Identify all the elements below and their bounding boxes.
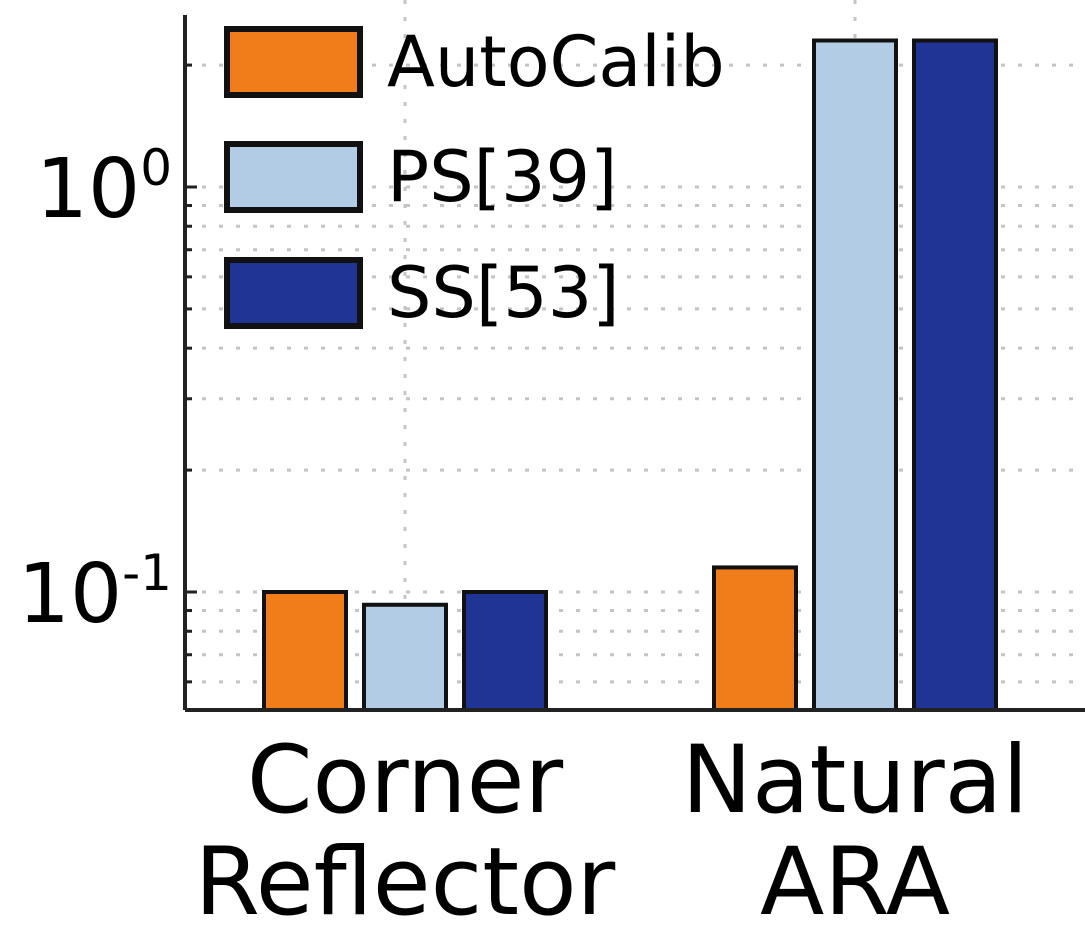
bar-ps-39--1 (362, 602, 448, 712)
category-label: ARA (760, 828, 950, 931)
axes (183, 15, 1085, 712)
category-label: Natural (682, 726, 1029, 835)
legend-swatch (224, 141, 363, 213)
bar-ss-53--1 (462, 590, 548, 712)
legend-swatch (224, 257, 363, 329)
y-tick-labels: 10-1 100 (18, 139, 172, 642)
legend-label: SS[53] (387, 252, 620, 334)
bars (262, 38, 998, 712)
bar-ps-39--2 (812, 38, 898, 712)
category-label: Corner (247, 726, 564, 835)
bar-autocalib-2 (712, 565, 798, 712)
bar-ss-53--2 (912, 38, 998, 712)
y-tick-label: 10-1 (18, 544, 172, 642)
legend-label: AutoCalib (387, 21, 725, 103)
category-label: Reflector (195, 828, 616, 931)
legend-swatch (224, 26, 363, 98)
y-tick-label: 100 (36, 139, 172, 237)
legend: AutoCalib PS[39] SS[53] (224, 21, 725, 334)
legend-label: PS[39] (387, 136, 617, 218)
bar-autocalib-1 (262, 590, 348, 712)
